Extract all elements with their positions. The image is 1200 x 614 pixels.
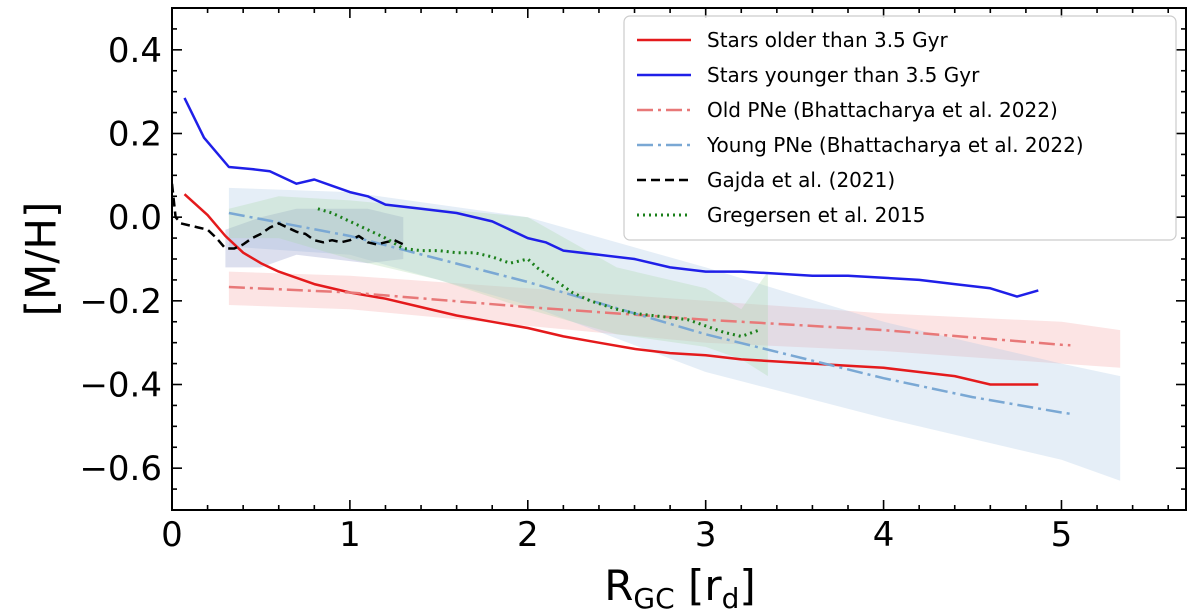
young-pne-band [228,187,1121,481]
old-pne-band [228,271,1121,368]
y-tick-label: 0.4 [108,31,162,71]
series-line-stars-younger-than-3-5-gyr [183,97,1039,298]
series-line-stars-older-than-3-5-gyr [183,193,1039,386]
legend-label-stars-younger-than-3-5-gyr: Stars younger than 3.5 Gyr [707,63,980,87]
gajda-band [225,208,404,268]
y-tick-label: −0.4 [79,366,162,406]
legend-label-stars-older-than-3-5-gyr: Stars older than 3.5 Gyr [707,28,948,52]
y-tick-label: −0.2 [79,282,162,322]
x-axis-label-unit-sub: d [722,582,740,614]
x-tick-label: 5 [1051,515,1073,555]
axis-ticks: 0 1 2 3 4 5 0.4 0.2 0.0 −0.2 −0.4 −0.6 [79,8,1186,555]
x-axis-label-sub: GC [633,582,674,614]
series-line-old-pne-bhattacharya-et-al-2022 [228,285,1071,347]
x-axis-label-unit-close: ] [739,561,755,610]
x-tick-label: 3 [695,515,717,555]
y-tick-label: 0.0 [108,198,162,238]
data-series [172,97,1071,416]
legend-box [623,15,1177,241]
x-axis-label: RGC [rd] [604,561,756,614]
x-tick-label: 0 [161,515,183,555]
legend-label-young-pne-bhattacharya-et-al-2022: Young PNe (Bhattacharya et al. 2022) [706,133,1084,157]
y-axis-label: [M/H] [17,202,66,317]
x-axis-label-main: R [604,561,633,610]
y-tick-label: 0.2 [108,115,162,155]
x-tick-label: 4 [873,515,895,555]
legend: Stars older than 3.5 Gyr Stars younger th… [623,15,1177,241]
y-tick-label: −0.6 [79,449,162,489]
legend-label-gregersen-et-al-2015: Gregersen et al. 2015 [707,203,926,227]
legend-label-gajda-et-al-2021: Gajda et al. (2021) [707,168,895,192]
series-line-young-pne-bhattacharya-et-al-2022 [228,211,1071,416]
x-tick-label: 1 [339,515,361,555]
series-line-gajda-et-al-2021 [172,183,404,250]
confidence-bands [225,187,1121,481]
x-axis-label-unit: [r [675,561,723,610]
x-tick-label: 2 [517,515,539,555]
legend-label-old-pne-bhattacharya-et-al-2022: Old PNe (Bhattacharya et al. 2022) [707,98,1058,122]
gregersen-band [228,196,768,377]
